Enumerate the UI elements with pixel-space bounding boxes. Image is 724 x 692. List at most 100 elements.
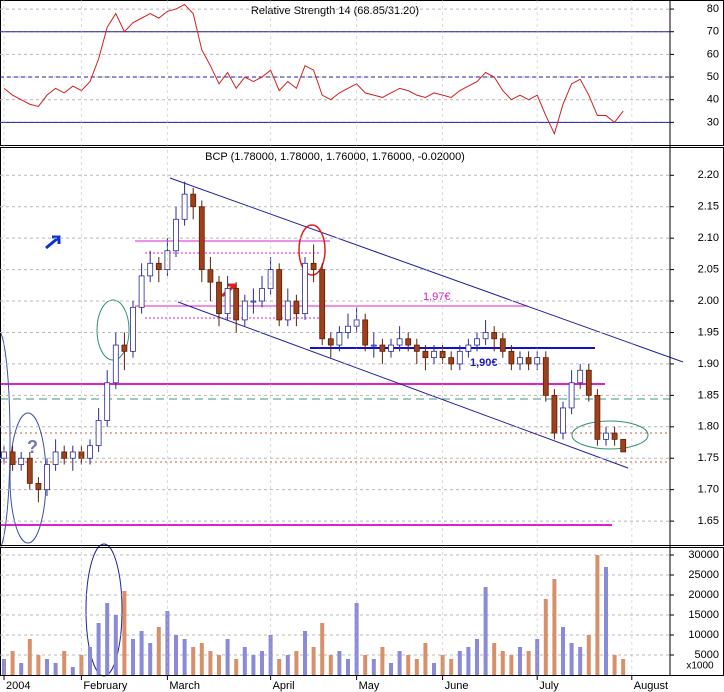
volume-bar xyxy=(62,651,67,675)
y-tick-label: 5000 xyxy=(695,649,719,661)
chart-title: Relative Strength 14 (68.85/31.20) xyxy=(251,5,419,17)
volume-bar xyxy=(543,599,548,675)
volume-bar xyxy=(148,643,153,675)
candle-body xyxy=(345,325,351,333)
volume-bar xyxy=(449,659,454,675)
candle-body xyxy=(413,344,420,352)
candle-body xyxy=(577,369,584,384)
candle-body xyxy=(362,319,369,346)
volume-bar xyxy=(19,663,24,675)
volume-bar xyxy=(423,643,428,675)
candle-body xyxy=(525,357,532,365)
candle-body xyxy=(224,288,231,315)
annotation: 1,90€ xyxy=(470,357,498,369)
candle-body xyxy=(207,269,214,283)
volume-bar xyxy=(320,623,325,675)
y-tick-label: 40 xyxy=(707,94,719,106)
y-tick-label: 60 xyxy=(707,48,719,60)
volume-bar xyxy=(199,643,204,675)
rsi-line xyxy=(3,3,624,136)
candle-body xyxy=(594,394,601,440)
candle-body xyxy=(276,269,283,321)
candle-body xyxy=(431,350,437,359)
candle-body xyxy=(104,382,111,421)
x-tick-label: February xyxy=(83,680,128,692)
candle-body xyxy=(517,357,523,365)
volume-bar xyxy=(389,663,393,675)
x-tick-label: March xyxy=(169,680,200,692)
candle-body xyxy=(293,300,300,315)
y-tick-label: 1.75 xyxy=(698,452,719,464)
trend-line xyxy=(177,301,629,469)
y-tick-label: 2.05 xyxy=(698,264,719,276)
volume-bar xyxy=(122,591,127,675)
candle-body xyxy=(560,407,566,434)
volume-bar xyxy=(285,655,290,675)
candle-body xyxy=(121,344,128,352)
volume-bar xyxy=(242,647,247,675)
candle-body xyxy=(259,288,265,302)
annotation: ? xyxy=(27,437,38,457)
y-tick-label: 2.10 xyxy=(698,232,719,244)
candle-body xyxy=(250,300,257,303)
candle-body xyxy=(35,482,42,491)
x-tick-label: June xyxy=(445,680,469,692)
candle-body xyxy=(198,206,205,271)
volume-bar xyxy=(139,631,144,675)
volume-bar xyxy=(397,651,402,675)
volume-bar xyxy=(191,647,196,675)
candle-body xyxy=(603,432,609,440)
y-tick-label: 30000 xyxy=(688,549,719,561)
candle-body xyxy=(147,262,154,277)
volume-bar xyxy=(311,647,316,675)
volume-bar xyxy=(45,659,49,675)
y-tick-label: 10000 xyxy=(688,629,719,641)
highlight xyxy=(0,330,11,550)
volume-bar xyxy=(363,655,368,675)
y-tick-label: 1.95 xyxy=(698,326,719,338)
candle-body xyxy=(284,300,291,321)
candle-body xyxy=(611,432,618,440)
volume-bar xyxy=(346,659,350,675)
volume-bar xyxy=(552,579,557,675)
candle-body xyxy=(138,275,145,308)
candle-body xyxy=(112,344,119,384)
volume-bar xyxy=(586,635,591,675)
chart-title: BCP (1.78000, 1.78000, 1.76000, 1.76000,… xyxy=(205,151,465,163)
candle-body xyxy=(310,262,317,271)
candle-body xyxy=(26,457,33,484)
candle-body xyxy=(216,281,222,315)
y-tick-label: 80 xyxy=(707,3,719,15)
volume-bar xyxy=(27,639,32,675)
candle-body xyxy=(130,306,136,352)
volume-bar xyxy=(595,555,600,675)
candle-body xyxy=(327,338,334,346)
candle-body xyxy=(456,350,463,365)
volume-bar xyxy=(234,659,239,675)
volume-bar xyxy=(328,655,333,675)
candle-body xyxy=(18,457,25,465)
x-tick-label: 2004 xyxy=(6,680,30,692)
candle-body xyxy=(61,451,68,459)
y-tick-label: 1.80 xyxy=(698,421,719,433)
y-tick-label: 1.85 xyxy=(698,389,719,401)
volume-bar xyxy=(380,647,385,675)
candle-body xyxy=(95,420,102,447)
y-tick-label: 30 xyxy=(707,116,719,128)
volume-bar xyxy=(612,655,617,675)
volume-bar xyxy=(70,667,75,675)
volume-bar xyxy=(79,655,84,675)
y-tick-label: 15000 xyxy=(688,609,719,621)
candle-body xyxy=(568,382,575,409)
unit-label: x1000 xyxy=(686,661,714,672)
candle-body xyxy=(422,350,429,359)
volume-bar xyxy=(156,627,161,675)
candle-body xyxy=(474,338,480,346)
volume-bar xyxy=(440,655,445,675)
x-tick-label: July xyxy=(539,680,559,692)
y-tick-label: 1.65 xyxy=(698,515,719,527)
volume-bar xyxy=(457,651,462,675)
volume-bar xyxy=(10,651,15,675)
